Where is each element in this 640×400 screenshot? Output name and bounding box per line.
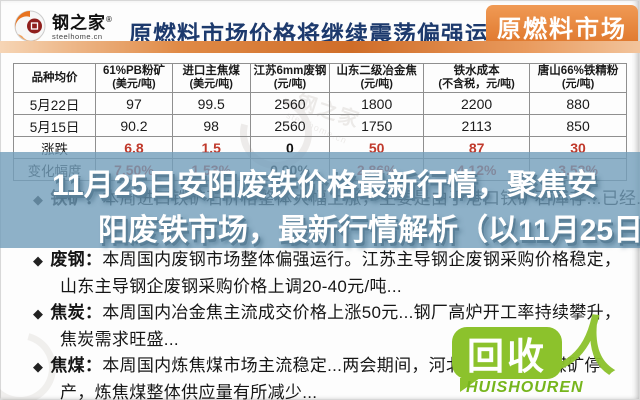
table-cell: 1800 [329, 92, 425, 116]
table-cell: 5月15日 [12, 114, 97, 138]
recycle-speech-bubble-icon: 回收 [452, 327, 562, 392]
table-header-cell: 铁水成本 (不含税，元/吨) [423, 62, 531, 94]
table-cell: 97 [95, 92, 173, 116]
table-header-row: 品种均价 61%PB粉矿 (美元/吨) 进口主焦煤 (美元/吨) 江苏6mm废钢 (元… [12, 62, 627, 94]
brand-name: 钢之家® [52, 13, 113, 33]
table-cell: 5月22日 [12, 92, 97, 116]
headline-line-2: 阳废铁市场，最新行情解析（以11月25日 [98, 214, 640, 247]
diamond-bullet-icon: ◆ [33, 359, 44, 374]
table-cell: 850 [529, 114, 627, 138]
bullet-scrap-steel: ◆ 废钢：本周国内废钢市场整体偏强运行。江苏主导钢企废钢采购价格稳定，山东主导钢企… [33, 250, 622, 296]
person-glyph-icon: 人 [551, 309, 628, 384]
table-cell: 880 [529, 92, 627, 116]
huishouren-caption: HUISHOUREN [466, 379, 584, 396]
table-cell: 98 [171, 114, 251, 138]
table-row: 5月15日 90.2 98 2560 1750 2113 850 [12, 114, 627, 138]
brand-domain: steelhome.cn [52, 31, 103, 41]
steelhome-brand: 钢之家® steelhome.cn [13, 9, 113, 43]
table-cell: 2560 [249, 92, 331, 116]
header-divider-bar [0, 41, 640, 53]
table-cell: 2200 [423, 92, 531, 116]
table-header-cell: 山东二级冶金焦 (元/吨) [329, 62, 425, 94]
table-header-cell: 61%PB粉矿 (美元/吨) [95, 62, 173, 94]
diamond-bullet-icon: ◆ [33, 253, 44, 268]
table-header-cell: 品种均价 [12, 62, 97, 94]
diamond-bullet-icon: ◆ [33, 306, 44, 321]
table-cell: 2560 [249, 114, 331, 138]
huishouren-logo: 回收 人 HUISHOUREN [452, 309, 640, 400]
table-header-cell: 进口主焦煤 (美元/吨) [171, 62, 251, 94]
table-cell: 2113 [423, 114, 531, 138]
steelhome-logo-icon [14, 10, 46, 42]
bullet-coke: ◆ 焦炭：本周国内冶金焦主流成交价格上涨50元...钢厂高炉开工率持续攀升，焦炭需… [33, 303, 622, 349]
table-cell: 90.2 [95, 114, 173, 138]
headline-overlay-band [0, 152, 640, 248]
headline-line-1: 11月25日安阳废铁价格最新行情，聚焦安 [52, 169, 598, 202]
table-cell: 1750 [329, 114, 425, 138]
table-header-cell: 唐山66%铁精粉 (元/吨) [529, 62, 627, 94]
table-header-cell: 江苏6mm废钢 (元/吨) [249, 62, 331, 94]
table-cell: 99.5 [171, 92, 251, 116]
table-row: 5月22日 97 99.5 2560 1800 2200 880 [12, 92, 627, 116]
